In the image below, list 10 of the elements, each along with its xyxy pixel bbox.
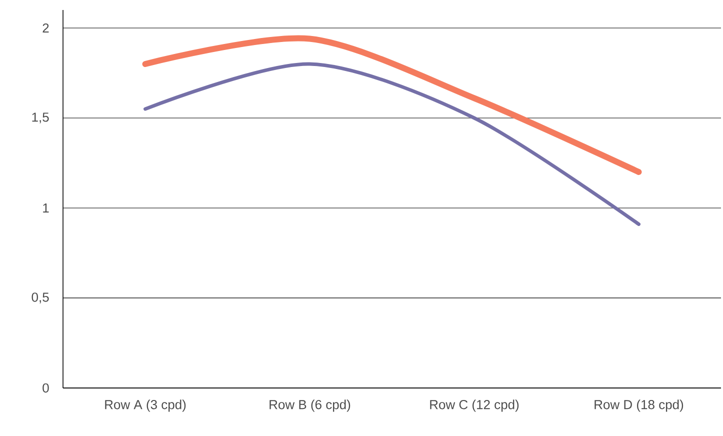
y-tick-label: 2 xyxy=(42,23,49,33)
x-tick-label: Row A (3 cpd) xyxy=(105,400,186,412)
y-tick-label: 0,5 xyxy=(32,292,49,304)
x-tick-label: Row C (12 cpd) xyxy=(430,400,519,412)
x-tick-label: Row D (18 cpd) xyxy=(594,400,684,412)
x-tick-label: Row B (6 cpd) xyxy=(270,400,350,412)
y-tick-label: 0 xyxy=(42,383,49,393)
y-tick-label: 1,5 xyxy=(32,112,49,124)
line-series xyxy=(144,62,640,226)
y-tick-label: 1 xyxy=(43,204,49,212)
